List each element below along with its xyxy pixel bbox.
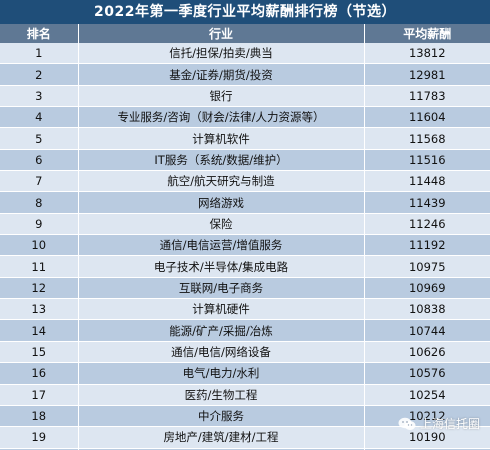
rank-cell: 2 xyxy=(0,63,79,86)
salary-cell: 10254 xyxy=(364,384,490,406)
salary-cell: 11568 xyxy=(364,127,490,150)
salary-cell: 11783 xyxy=(364,85,490,108)
salary-cell: 13812 xyxy=(364,43,490,65)
industry-cell: 网络游戏 xyxy=(78,191,365,214)
rank-cell: 10 xyxy=(0,234,79,257)
table-row: 8 网络游戏 11439 xyxy=(0,191,490,214)
industry-cell: 专业服务/咨询（财会/法律/人力资源等） xyxy=(78,106,365,129)
header-industry: 行业 xyxy=(78,24,365,43)
rank-cell: 1 xyxy=(0,43,79,65)
table-row: 7 航空/航天研究与制造 11448 xyxy=(0,170,490,193)
industry-cell: 电子技术/半导体/集成电路 xyxy=(78,255,365,278)
table-row: 12 互联网/电子商务 10969 xyxy=(0,277,490,300)
rank-cell: 3 xyxy=(0,85,79,108)
table-row: 11 电子技术/半导体/集成电路 10975 xyxy=(0,255,490,278)
table-row: 17 医药/生物工程 10254 xyxy=(0,384,490,406)
table-title: 2022年第一季度行业平均薪酬排行榜（节选） xyxy=(0,0,490,24)
table-row: 5 计算机软件 11568 xyxy=(0,127,490,150)
table-row: 10 通信/电信运营/增值服务 11192 xyxy=(0,234,490,257)
rank-cell: 7 xyxy=(0,170,79,193)
header-rank: 排名 xyxy=(0,24,79,43)
wechat-icon xyxy=(398,417,416,430)
rank-cell: 8 xyxy=(0,191,79,214)
table-row: 18 中介服务 10212 xyxy=(0,405,490,428)
rank-cell: 18 xyxy=(0,405,79,428)
table-row: 2 基金/证券/期货/投资 12981 xyxy=(0,63,490,86)
rank-cell: 13 xyxy=(0,298,79,321)
watermark-text: 上海信托圈 xyxy=(419,417,480,431)
rank-cell: 11 xyxy=(0,255,79,278)
industry-cell: IT服务（系统/数据/维护） xyxy=(78,149,365,172)
salary-cell: 10576 xyxy=(364,362,490,385)
industry-cell: 互联网/电子商务 xyxy=(78,277,365,300)
salary-cell: 10190 xyxy=(364,426,490,449)
header-salary: 平均薪酬 xyxy=(364,24,490,43)
industry-cell: 能源/矿产/采掘/冶炼 xyxy=(78,319,365,342)
salary-cell: 12981 xyxy=(364,63,490,86)
rank-cell: 6 xyxy=(0,149,79,172)
salary-cell: 10975 xyxy=(364,255,490,278)
industry-cell: 电气/电力/水利 xyxy=(78,362,365,385)
table-row: 14 能源/矿产/采掘/冶炼 10744 xyxy=(0,319,490,342)
table-row: 1 信托/担保/拍卖/典当 13812 xyxy=(0,43,490,65)
salary-cell: 10212 xyxy=(364,405,490,428)
rank-cell: 16 xyxy=(0,362,79,385)
salary-cell: 11604 xyxy=(364,106,490,129)
table-body: 1 信托/担保/拍卖/典当 13812 2 基金/证券/期货/投资 12981 3 银行 117… xyxy=(0,43,490,450)
header-row: 排名 行业 平均薪酬 xyxy=(0,24,490,43)
industry-cell: 保险 xyxy=(78,213,365,236)
rank-cell: 20 xyxy=(0,448,79,450)
rank-cell: 17 xyxy=(0,384,79,406)
rank-cell: 5 xyxy=(0,127,79,150)
industry-cell: 基金/证券/期货/投资 xyxy=(78,63,365,86)
table-row: 6 IT服务（系统/数据/维护） 11516 xyxy=(0,149,490,172)
industry-cell: 医疗设备/器械 xyxy=(78,448,365,450)
industry-cell: 通信/电信运营/增值服务 xyxy=(78,234,365,257)
industry-cell: 通信/电信/网络设备 xyxy=(78,341,365,364)
rank-cell: 4 xyxy=(0,106,79,129)
table-row: 19 房地产/建筑/建材/工程 10190 xyxy=(0,426,490,449)
salary-cell: 10744 xyxy=(364,319,490,342)
rank-cell: 15 xyxy=(0,341,79,364)
rank-cell: 14 xyxy=(0,319,79,342)
industry-cell: 房地产/建筑/建材/工程 xyxy=(78,426,365,449)
salary-cell: 10626 xyxy=(364,341,490,364)
salary-cell: 11246 xyxy=(364,213,490,236)
salary-cell: 11192 xyxy=(364,234,490,257)
salary-cell: 11448 xyxy=(364,170,490,193)
industry-cell: 医药/生物工程 xyxy=(78,384,365,406)
salary-cell: 11516 xyxy=(364,149,490,172)
rank-cell: 19 xyxy=(0,426,79,449)
table-row: 3 银行 11783 xyxy=(0,85,490,108)
table-row: 20医疗设备/器械10094 xyxy=(0,448,490,450)
watermark: 上海信托圈 xyxy=(398,415,480,432)
industry-cell: 中介服务 xyxy=(78,405,365,428)
industry-cell: 信托/担保/拍卖/典当 xyxy=(78,43,365,65)
salary-table: 排名 行业 平均薪酬 1 信托/担保/拍卖/典当 13812 2 基金/证券/期货/投资… xyxy=(0,24,490,450)
table-row: 13 计算机硬件 10838 xyxy=(0,298,490,321)
rank-cell: 12 xyxy=(0,277,79,300)
table-row: 15 通信/电信/网络设备 10626 xyxy=(0,341,490,364)
table-row: 16 电气/电力/水利 10576 xyxy=(0,362,490,385)
salary-cell: 10969 xyxy=(364,277,490,300)
industry-cell: 计算机软件 xyxy=(78,127,365,150)
industry-cell: 计算机硬件 xyxy=(78,298,365,321)
table-row: 4 专业服务/咨询（财会/法律/人力资源等） 11604 xyxy=(0,106,490,129)
salary-cell: 10094 xyxy=(364,448,490,450)
industry-cell: 银行 xyxy=(78,85,365,108)
rank-cell: 9 xyxy=(0,213,79,236)
salary-cell: 10838 xyxy=(364,298,490,321)
industry-cell: 航空/航天研究与制造 xyxy=(78,170,365,193)
table-row: 9 保险 11246 xyxy=(0,213,490,236)
salary-cell: 11439 xyxy=(364,191,490,214)
